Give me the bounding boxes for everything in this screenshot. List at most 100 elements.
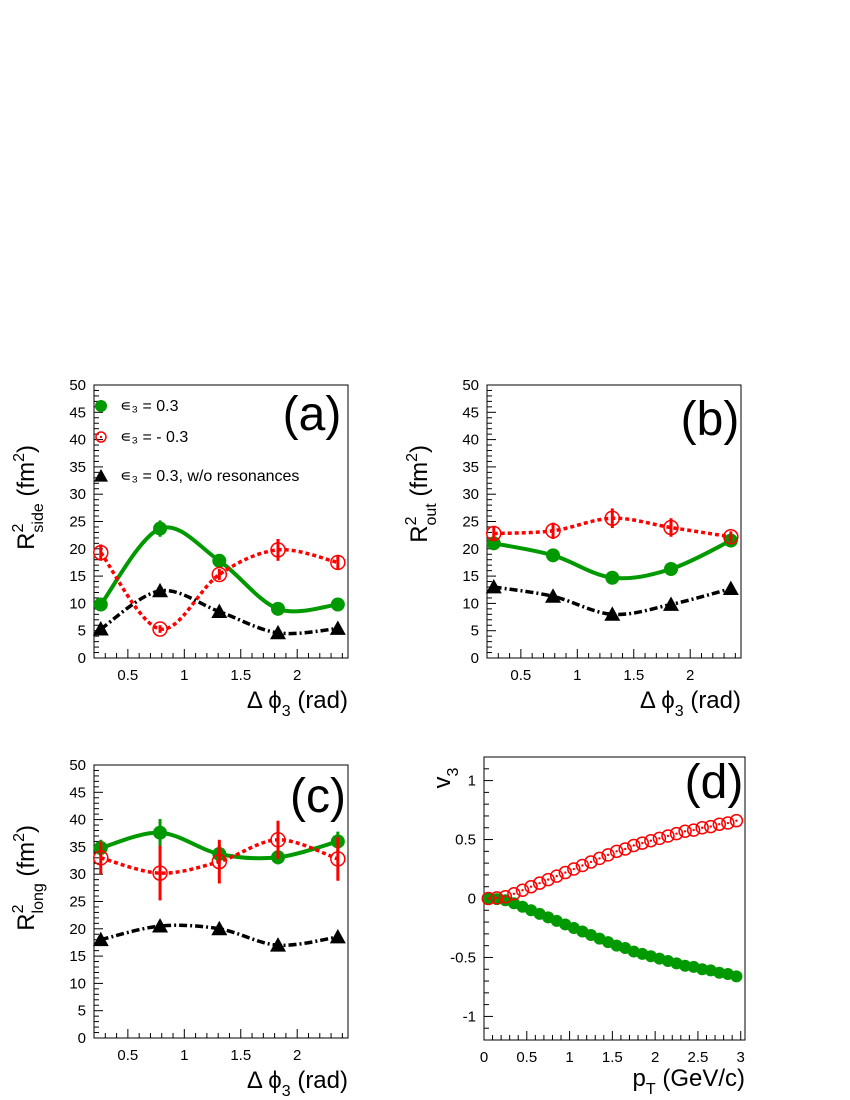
data-point bbox=[686, 823, 701, 837]
data-point bbox=[490, 891, 504, 905]
x-tick-label: 1.5 bbox=[623, 667, 644, 684]
data-point bbox=[567, 862, 581, 876]
data-point-center bbox=[99, 551, 102, 554]
x-tick-label: 2 bbox=[651, 1049, 659, 1066]
data-point bbox=[627, 838, 641, 853]
data-point bbox=[211, 566, 228, 583]
data-point-center bbox=[487, 897, 490, 900]
x-axis-label: Δ ϕ3 (rad) bbox=[640, 687, 741, 720]
y-tick-label: 50 bbox=[462, 377, 479, 394]
panel-label: (a) bbox=[283, 388, 342, 441]
data-point bbox=[330, 597, 345, 612]
data-point bbox=[549, 869, 564, 883]
data-point-center bbox=[641, 841, 644, 845]
data-point-center bbox=[564, 871, 567, 874]
data-point bbox=[604, 510, 621, 526]
y-tick-label: 20 bbox=[462, 541, 479, 558]
data-point-center bbox=[572, 867, 576, 871]
data-point bbox=[704, 819, 718, 834]
data-point-center bbox=[666, 834, 670, 838]
y-tick-label: 50 bbox=[69, 377, 86, 394]
x-axis-label: Δ ϕ3 (rad) bbox=[247, 1067, 348, 1100]
data-point-center bbox=[606, 853, 610, 857]
data-point bbox=[663, 519, 679, 536]
data-point-center bbox=[709, 825, 712, 828]
panel-label: (b) bbox=[681, 393, 740, 446]
y-tick-label: 25 bbox=[69, 894, 86, 911]
y-axis-label: R2 side (fm2) bbox=[10, 445, 47, 550]
data-point-center bbox=[276, 548, 280, 552]
data-point bbox=[515, 883, 530, 897]
y-tick-label: 20 bbox=[69, 921, 86, 938]
data-point bbox=[723, 529, 739, 545]
y-tick-label: 10 bbox=[462, 595, 479, 612]
y-tick-label: 0.5 bbox=[455, 832, 476, 849]
y-tick-label: 10 bbox=[69, 595, 86, 612]
data-point bbox=[663, 596, 680, 611]
data-point bbox=[609, 844, 624, 859]
data-point bbox=[93, 597, 108, 612]
data-point bbox=[498, 889, 513, 904]
y-tick-label: 0 bbox=[471, 650, 479, 667]
y-tick-label: 30 bbox=[69, 486, 86, 503]
x-tick-label: 1.5 bbox=[230, 667, 251, 684]
data-point-center bbox=[158, 627, 162, 631]
data-point bbox=[575, 858, 590, 873]
data-point bbox=[635, 836, 650, 850]
x-tick-label: 2 bbox=[293, 1047, 301, 1064]
x-tick-label: 0.5 bbox=[510, 667, 531, 684]
x-axis-label: pT (GeV/c) bbox=[633, 1065, 745, 1098]
data-point bbox=[722, 580, 739, 596]
data-point bbox=[481, 891, 496, 906]
x-tick-label: 2.5 bbox=[688, 1049, 709, 1066]
data-point bbox=[152, 582, 169, 598]
x-axis-label: Δ ϕ3 (rad) bbox=[247, 687, 348, 720]
data-point-center bbox=[598, 857, 601, 860]
y-tick-label: 15 bbox=[462, 568, 479, 585]
x-tick-label: 1 bbox=[565, 1049, 573, 1066]
data-point bbox=[153, 825, 168, 840]
data-point bbox=[329, 620, 346, 635]
data-point-center bbox=[529, 885, 533, 888]
data-point-center bbox=[218, 860, 221, 863]
y-tick-label: 40 bbox=[69, 812, 86, 829]
data-point bbox=[152, 865, 168, 881]
data-point bbox=[271, 601, 286, 616]
x-tick-label: 1 bbox=[573, 667, 581, 684]
legend-marker bbox=[95, 431, 107, 443]
data-point bbox=[664, 562, 679, 577]
data-point-center bbox=[623, 847, 627, 851]
data-point-center bbox=[632, 844, 635, 847]
data-point-center bbox=[336, 561, 340, 564]
data-point bbox=[652, 831, 667, 846]
y-tick-label: 45 bbox=[462, 404, 479, 421]
data-point bbox=[584, 855, 598, 869]
y-tick-label: 0 bbox=[78, 650, 86, 667]
data-point-center bbox=[336, 857, 340, 861]
data-point-center bbox=[729, 535, 733, 538]
data-point bbox=[545, 588, 562, 603]
data-point bbox=[486, 525, 502, 542]
data-point-center bbox=[669, 526, 673, 529]
data-point bbox=[541, 872, 555, 887]
y-tick-label: 35 bbox=[69, 459, 86, 476]
y-axis-label: v3 bbox=[429, 767, 462, 788]
y-tick-label: -1 bbox=[463, 1008, 476, 1025]
x-tick-label: 3 bbox=[737, 1049, 745, 1066]
data-point bbox=[152, 918, 169, 933]
data-point bbox=[92, 931, 109, 947]
x-tick-label: 0 bbox=[480, 1049, 488, 1066]
legend-marker bbox=[94, 469, 108, 482]
y-tick-label: 30 bbox=[462, 486, 479, 503]
data-point bbox=[644, 833, 658, 848]
data-point bbox=[329, 928, 346, 944]
x-tick-label: 1 bbox=[180, 1047, 188, 1064]
data-point bbox=[270, 937, 287, 952]
data-point bbox=[152, 621, 168, 637]
data-point bbox=[601, 848, 615, 862]
data-point bbox=[618, 842, 632, 856]
data-point-center bbox=[504, 895, 507, 898]
data-point bbox=[211, 603, 228, 618]
